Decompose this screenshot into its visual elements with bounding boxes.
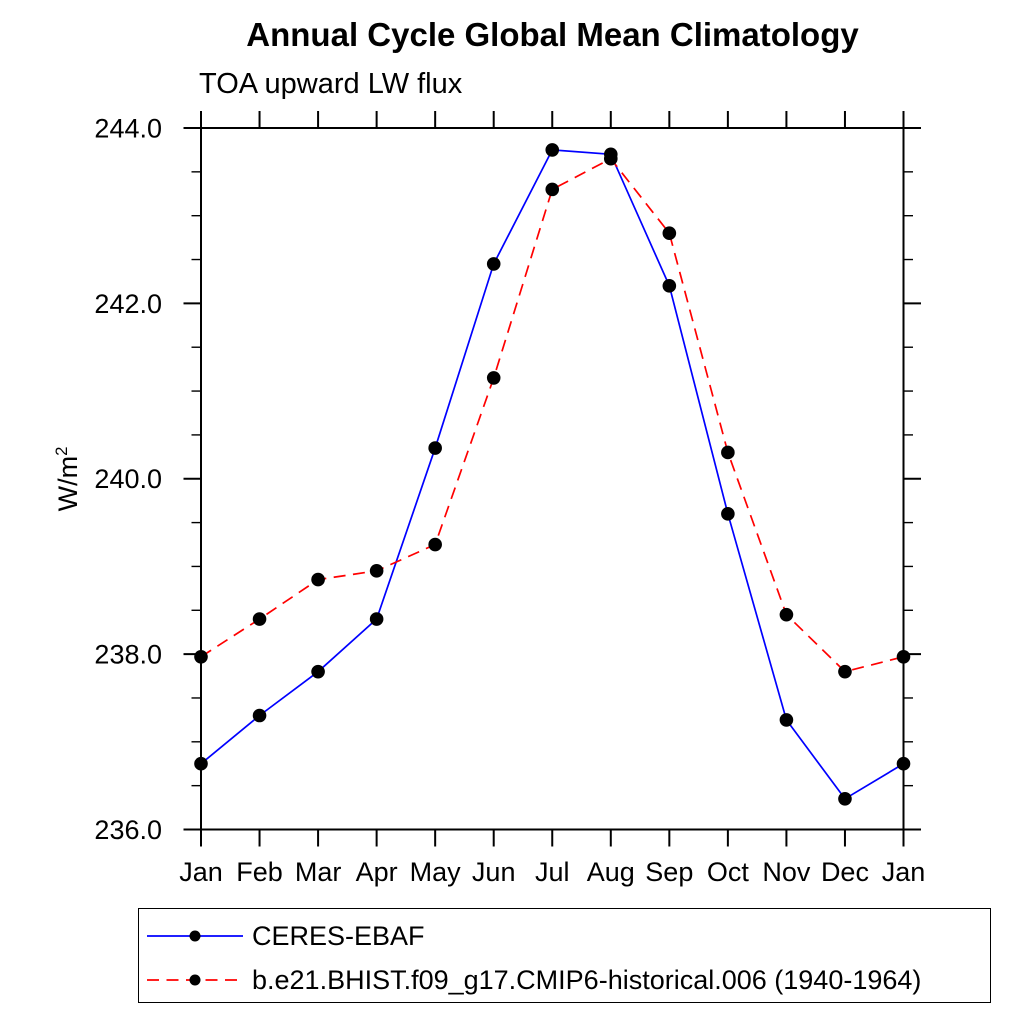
y-tick-label: 242.0 — [94, 289, 162, 319]
data-point-marker — [311, 664, 325, 679]
plot-border — [200, 127, 905, 831]
data-point-marker — [603, 151, 618, 166]
data-point-marker — [721, 507, 735, 521]
data-point-marker — [194, 649, 208, 664]
x-tick-label: Dec — [821, 857, 869, 887]
data-point-marker — [252, 708, 267, 723]
data-point-marker — [486, 371, 501, 385]
data-point-marker — [545, 182, 560, 197]
data-point-marker — [779, 607, 794, 622]
x-tick-label: Jan — [882, 857, 926, 887]
x-tick-label: Jun — [472, 857, 516, 887]
x-tick-label: Mar — [295, 857, 342, 887]
data-point-marker — [369, 564, 384, 578]
x-tick-label: Sep — [645, 857, 693, 887]
series-line-0 — [200, 149, 904, 800]
y-tick-label: 240.0 — [94, 464, 162, 494]
x-tick-labels: Jan Feb Mar Apr May Jun Jul Aug Sep Oct Nov Dec Jan — [179, 857, 925, 887]
legend-row-model: b.e21.BHIST.f09_g17.CMIP6-historical.006… — [143, 965, 921, 995]
data-point-marker — [662, 226, 677, 241]
data-point-marker — [896, 756, 911, 771]
series-line-1 — [200, 157, 904, 673]
series-markers-0 — [194, 143, 911, 806]
y-tick-labels: 244.0 242.0 240.0 238.0 236.0 — [94, 113, 162, 845]
series-markers-1 — [194, 151, 911, 679]
x-tick-label: Oct — [707, 857, 750, 887]
data-point-marker — [721, 445, 735, 460]
y-tick-label: 244.0 — [94, 113, 162, 143]
legend-label-series-1: b.e21.BHIST.f09_g17.CMIP6-historical.006… — [252, 964, 922, 995]
data-point-marker — [838, 792, 852, 806]
x-tick-label: Apr — [356, 857, 398, 887]
x-tick-label: Jan — [179, 857, 223, 887]
x-tick-label: Feb — [236, 857, 283, 887]
data-point-marker — [662, 279, 677, 293]
data-point-marker — [428, 441, 442, 455]
data-point-marker — [252, 612, 267, 626]
data-point-marker — [194, 756, 208, 771]
y-tick-label: 236.0 — [94, 815, 162, 845]
data-point-marker — [545, 143, 560, 157]
data-point-marker — [428, 537, 442, 552]
axis-ticks — [183, 111, 921, 847]
legend-label-series-0: CERES-EBAF — [252, 920, 425, 951]
legend-row-ceres-ebaf: CERES-EBAF — [143, 921, 425, 951]
data-point-marker — [838, 664, 852, 679]
data-point-marker — [486, 257, 501, 271]
x-tick-label: Aug — [587, 857, 635, 887]
legend-line-sample-solid-icon — [147, 930, 243, 942]
legend-line-sample-dashed-icon — [147, 974, 243, 986]
data-point-marker — [369, 612, 384, 626]
data-point-marker — [896, 649, 911, 664]
x-tick-label: May — [410, 857, 462, 887]
y-tick-label: 238.0 — [94, 640, 162, 670]
x-tick-label: Nov — [762, 857, 811, 887]
legend-box: CERES-EBAF b.e21.BHIST.f09_g17.CMIP6-his… — [138, 908, 991, 1003]
x-tick-label: Jul — [535, 857, 570, 887]
chart-subtitle: TOA upward LW flux — [199, 68, 463, 100]
data-point-marker — [779, 713, 794, 727]
chart-title: Annual Cycle Global Mean Climatology — [246, 16, 859, 53]
data-point-marker — [311, 572, 325, 587]
